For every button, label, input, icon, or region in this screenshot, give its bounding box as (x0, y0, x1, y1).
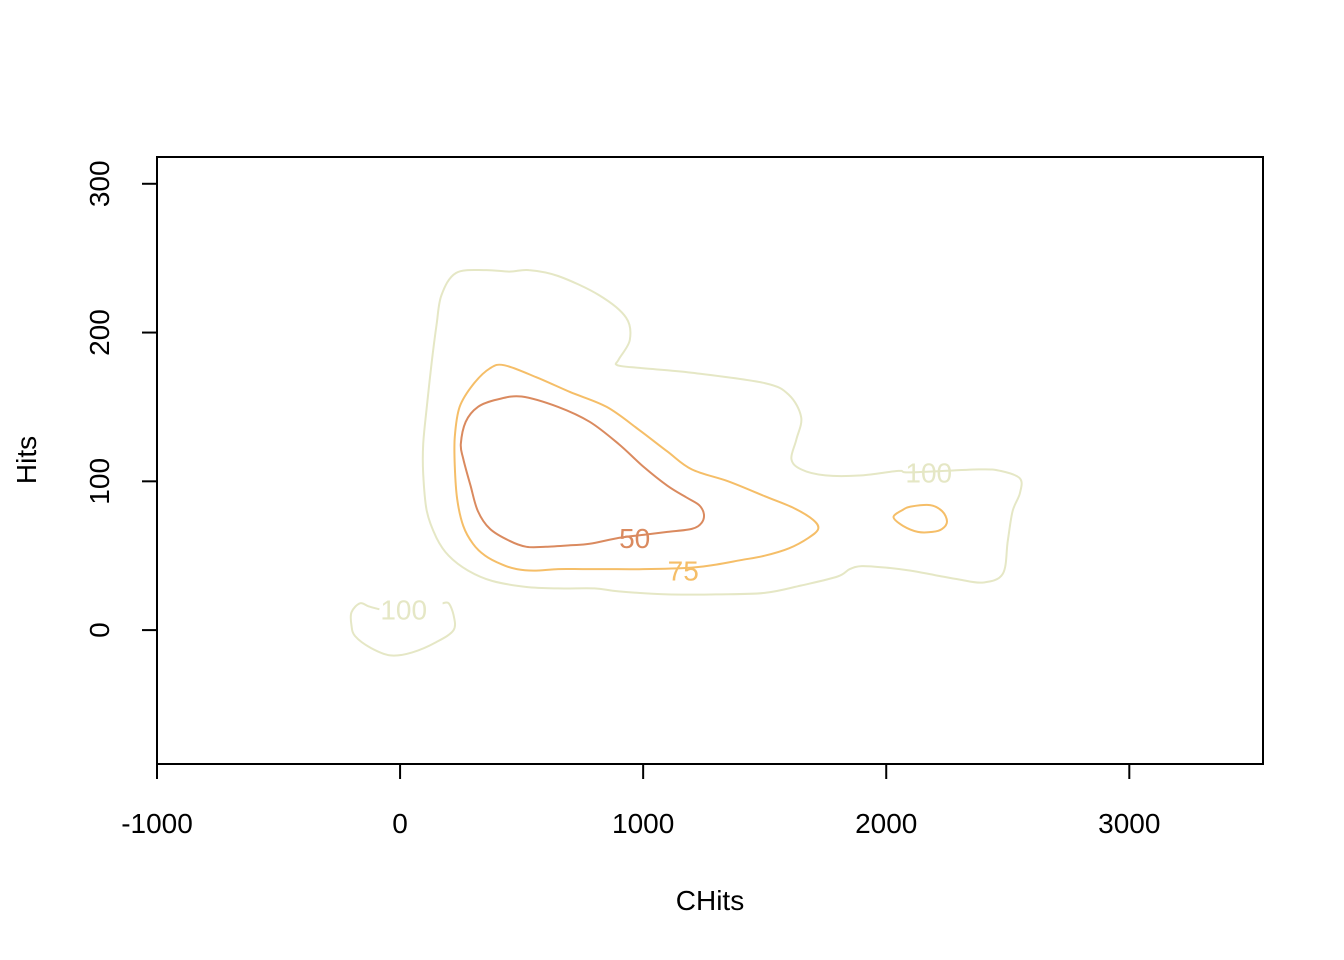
y-axis-title: Hits (11, 436, 42, 484)
x-tick-label: 1000 (612, 808, 674, 839)
plot-border (156, 156, 1264, 765)
contour-label-50: 50 (619, 523, 650, 554)
x-axis: -1000 0 1000 2000 3000 (121, 763, 1160, 839)
y-tick-label: 300 (84, 160, 115, 207)
y-axis: 0 100 200 300 (84, 160, 158, 638)
contour-line-50 (459, 395, 705, 549)
contour-label-100: 100 (905, 457, 952, 488)
contour-label-100: 100 (380, 594, 427, 625)
x-axis-title: CHits (676, 885, 744, 916)
x-tick-label: -1000 (121, 808, 193, 839)
y-tick-label: 0 (84, 622, 115, 638)
contour-line-100 (421, 268, 1023, 596)
y-tick-label: 100 (84, 458, 115, 505)
x-tick-label: 0 (392, 808, 408, 839)
contour-label-75: 75 (668, 556, 699, 587)
contour-line-100 (349, 601, 457, 657)
x-tick-label: 3000 (1098, 808, 1160, 839)
contour-line-75 (453, 363, 820, 572)
contour-layer: 50 75 100 100 (349, 268, 1023, 657)
x-tick-label: 2000 (855, 808, 917, 839)
y-tick-label: 200 (84, 309, 115, 356)
contour-line-75 (892, 503, 948, 534)
